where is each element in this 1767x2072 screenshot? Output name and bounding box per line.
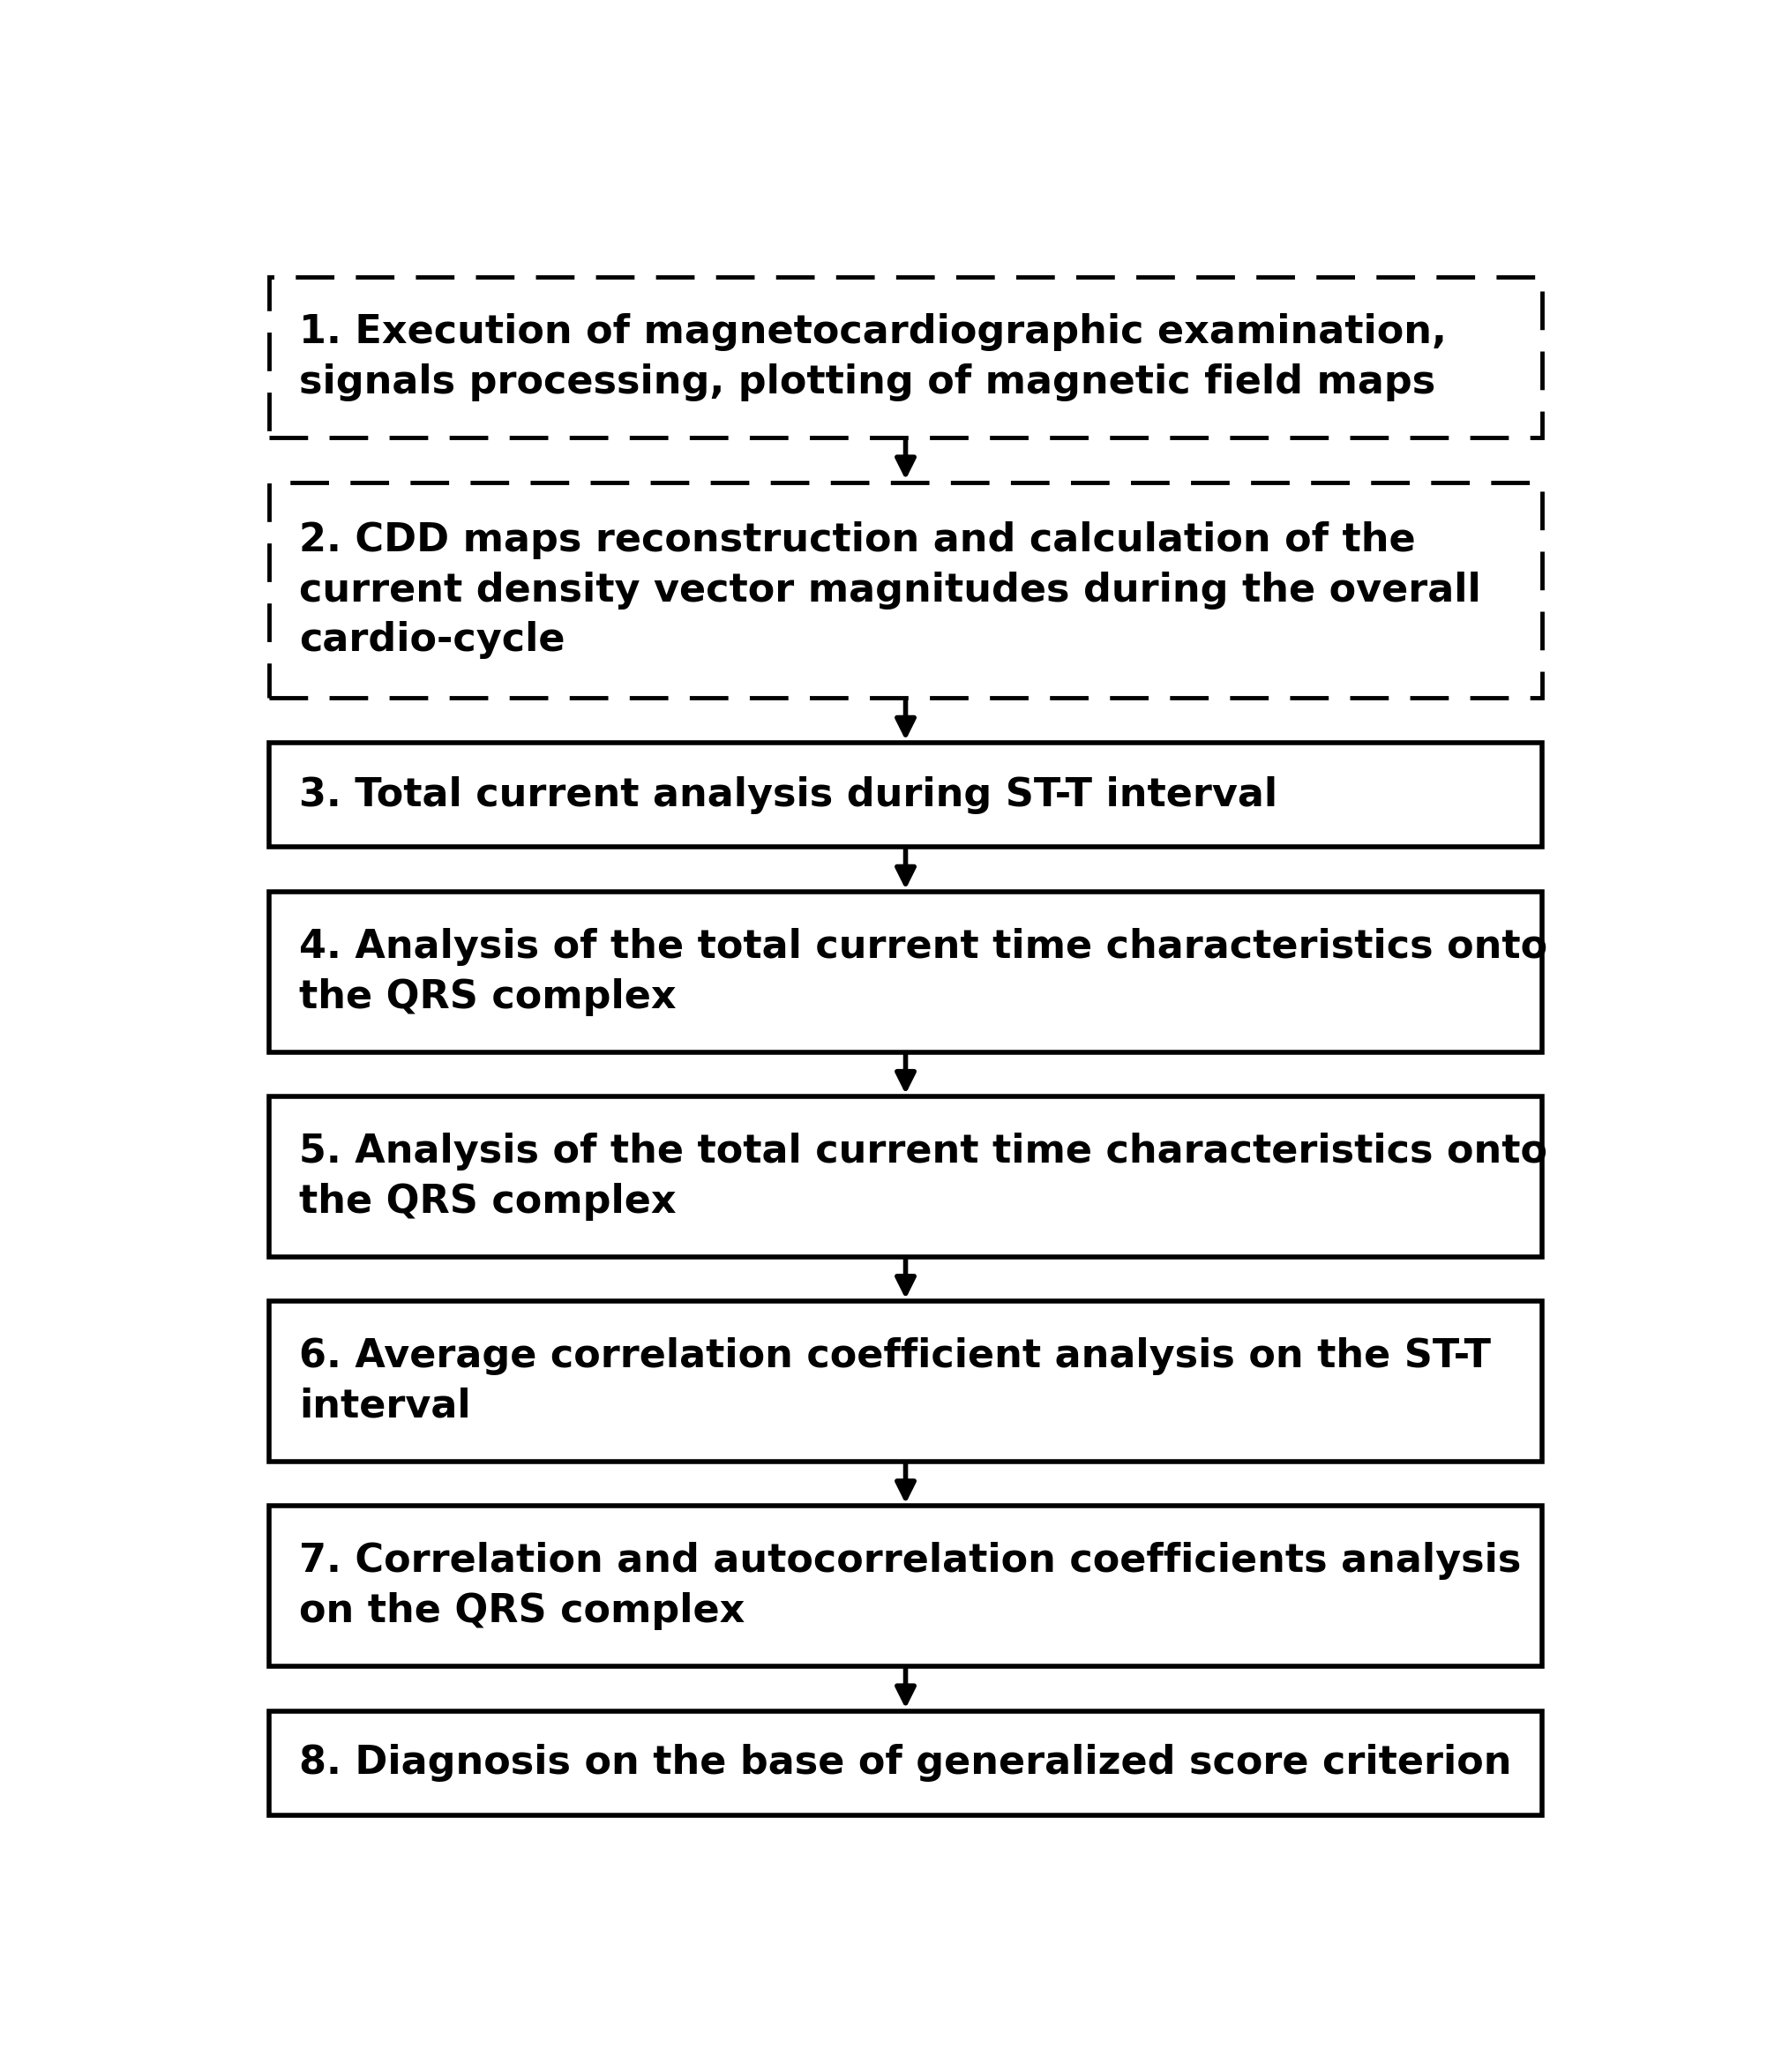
Text: 1. Execution of magnetocardiographic examination,
signals processing, plotting o: 1. Execution of magnetocardiographic exa… xyxy=(299,313,1447,402)
Text: 6. Average correlation coefficient analysis on the ST-T
interval: 6. Average correlation coefficient analy… xyxy=(299,1339,1491,1426)
FancyBboxPatch shape xyxy=(269,742,1543,847)
Text: 8. Diagnosis on the base of generalized score criterion: 8. Diagnosis on the base of generalized … xyxy=(299,1745,1511,1782)
Text: 4. Analysis of the total current time characteristics onto
the QRS complex: 4. Analysis of the total current time ch… xyxy=(299,928,1548,1015)
FancyBboxPatch shape xyxy=(269,483,1543,698)
Text: 7. Correlation and autocorrelation coefficients analysis
on the QRS complex: 7. Correlation and autocorrelation coeff… xyxy=(299,1542,1521,1631)
FancyBboxPatch shape xyxy=(269,1711,1543,1815)
Text: 5. Analysis of the total current time characteristics onto
the QRS complex: 5. Analysis of the total current time ch… xyxy=(299,1133,1548,1220)
FancyBboxPatch shape xyxy=(269,891,1543,1053)
FancyBboxPatch shape xyxy=(269,1096,1543,1258)
Text: 3. Total current analysis during ST-T interval: 3. Total current analysis during ST-T in… xyxy=(299,775,1278,814)
FancyBboxPatch shape xyxy=(269,1301,1543,1461)
FancyBboxPatch shape xyxy=(269,1506,1543,1666)
Text: 2. CDD maps reconstruction and calculation of the
current density vector magnitu: 2. CDD maps reconstruction and calculati… xyxy=(299,522,1481,659)
FancyBboxPatch shape xyxy=(269,278,1543,437)
